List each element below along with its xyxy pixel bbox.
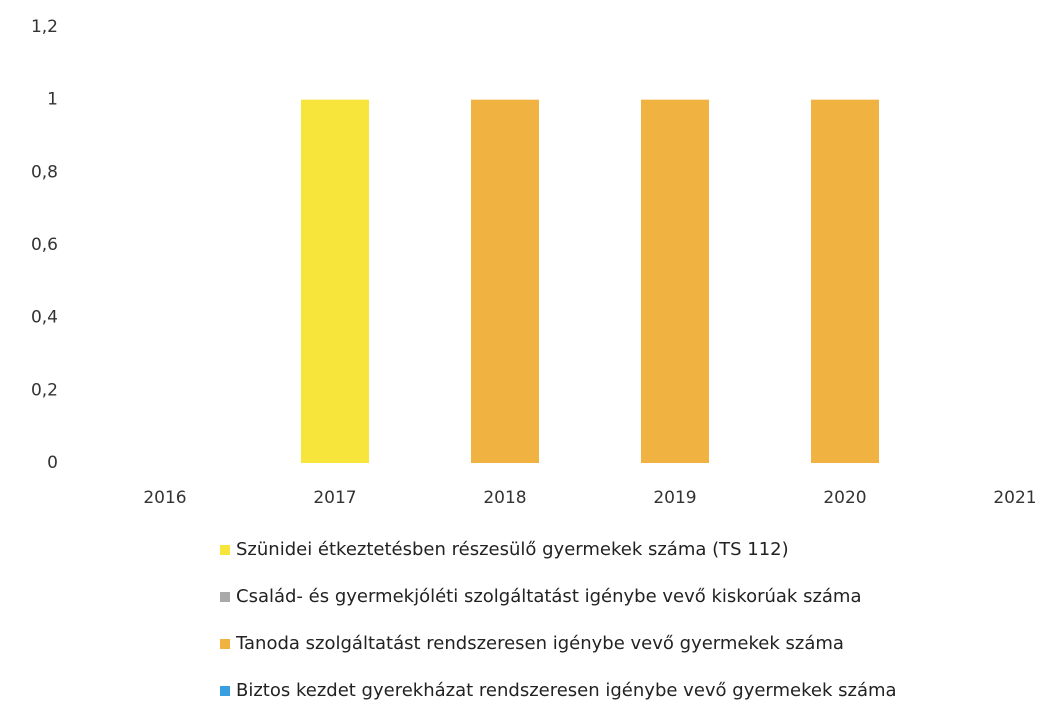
legend-label: Tanoda szolgáltatást rendszeresen igényb… (235, 633, 844, 654)
x-tick-label: 2018 (483, 488, 526, 508)
legend-label: Biztos kezdet gyerekházat rendszeresen i… (236, 680, 897, 701)
legend-swatch (220, 592, 230, 602)
bar (811, 99, 879, 464)
legend-swatch (220, 545, 230, 555)
y-tick-label: 0,4 (31, 308, 58, 328)
x-tick-label: 2017 (313, 488, 356, 508)
legend-swatch (220, 639, 230, 649)
x-tick-label: 2021 (993, 488, 1036, 508)
y-tick-label: 1,2 (31, 17, 58, 37)
y-tick-label: 0 (47, 453, 58, 473)
y-tick-label: 0,2 (31, 380, 58, 400)
x-tick-label: 2019 (653, 488, 696, 508)
y-tick-label: 0,8 (31, 162, 58, 182)
bar (301, 99, 369, 464)
legend-label: Család- és gyermekjóléti szolgáltatást i… (236, 586, 862, 607)
x-tick-label: 2016 (143, 488, 186, 508)
legend-label: Szünidei étkeztetésben részesülő gyermek… (236, 539, 789, 560)
x-tick-label: 2020 (823, 488, 866, 508)
y-tick-label: 0,6 (31, 235, 58, 255)
bar (471, 99, 539, 464)
y-tick-label: 1 (47, 90, 58, 110)
legend-swatch (220, 686, 230, 696)
bar (641, 99, 709, 464)
